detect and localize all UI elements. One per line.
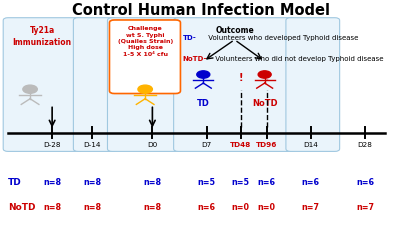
Text: n=5: n=5 xyxy=(198,178,215,187)
Text: D0: D0 xyxy=(147,142,158,148)
Text: Volunteers who did not develop Typhoid disease: Volunteers who did not develop Typhoid d… xyxy=(213,56,383,62)
Text: n=8: n=8 xyxy=(83,203,101,212)
FancyBboxPatch shape xyxy=(3,18,83,151)
Text: D7: D7 xyxy=(201,142,212,148)
Text: n=6: n=6 xyxy=(302,178,320,187)
FancyBboxPatch shape xyxy=(73,18,117,151)
Text: NoTD: NoTD xyxy=(8,203,36,212)
Text: n=0: n=0 xyxy=(258,203,275,212)
Text: Ty21a
Immunization: Ty21a Immunization xyxy=(12,26,72,47)
Text: n=8: n=8 xyxy=(143,203,162,212)
Text: Volunteers who developed Typhoid disease: Volunteers who developed Typhoid disease xyxy=(206,35,358,41)
Text: Control Human Infection Model: Control Human Infection Model xyxy=(71,3,330,18)
Text: n=8: n=8 xyxy=(43,203,61,212)
FancyBboxPatch shape xyxy=(109,20,180,94)
Text: TD: TD xyxy=(8,178,22,187)
Text: n=7: n=7 xyxy=(356,203,374,212)
Text: n=8: n=8 xyxy=(143,178,162,187)
Text: n=0: n=0 xyxy=(232,203,249,212)
Text: !: ! xyxy=(264,73,269,83)
Text: !: ! xyxy=(238,73,243,83)
Text: n=8: n=8 xyxy=(43,178,61,187)
Text: Challenge
wt S. Typhi
(Quailes Strain)
High dose
1-5 X 10⁴ cfu: Challenge wt S. Typhi (Quailes Strain) H… xyxy=(117,26,173,57)
FancyBboxPatch shape xyxy=(107,18,183,151)
Circle shape xyxy=(197,71,210,78)
Circle shape xyxy=(258,71,271,78)
FancyBboxPatch shape xyxy=(174,18,296,151)
Text: n=6: n=6 xyxy=(258,178,275,187)
Text: D28: D28 xyxy=(357,142,373,148)
Text: NoTD: NoTD xyxy=(252,99,277,108)
Circle shape xyxy=(138,85,152,93)
Text: n=5: n=5 xyxy=(232,178,249,187)
Text: D-28: D-28 xyxy=(43,142,61,148)
Text: n=6: n=6 xyxy=(198,203,215,212)
Text: TD: TD xyxy=(197,99,210,108)
Text: TD-: TD- xyxy=(182,35,196,41)
Text: D14: D14 xyxy=(303,142,318,148)
Text: n=6: n=6 xyxy=(356,178,374,187)
Text: n=8: n=8 xyxy=(83,178,101,187)
Text: NoTD-: NoTD- xyxy=(182,56,207,62)
FancyBboxPatch shape xyxy=(286,18,340,151)
Text: D-14: D-14 xyxy=(83,142,101,148)
Text: TD48: TD48 xyxy=(230,142,251,148)
Circle shape xyxy=(23,85,37,93)
Text: n=7: n=7 xyxy=(302,203,320,212)
Text: Outcome: Outcome xyxy=(215,26,254,35)
Text: TD96: TD96 xyxy=(256,142,277,148)
